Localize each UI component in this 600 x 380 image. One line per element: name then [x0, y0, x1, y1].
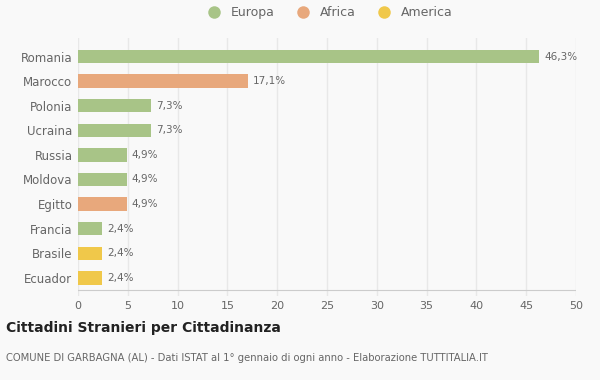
Text: 2,4%: 2,4% — [107, 273, 133, 283]
Legend: Europa, Africa, America: Europa, Africa, America — [199, 3, 455, 21]
Text: COMUNE DI GARBAGNA (AL) - Dati ISTAT al 1° gennaio di ogni anno - Elaborazione T: COMUNE DI GARBAGNA (AL) - Dati ISTAT al … — [6, 353, 488, 363]
Text: 17,1%: 17,1% — [253, 76, 286, 86]
Bar — [78, 74, 248, 88]
Text: 4,9%: 4,9% — [132, 199, 158, 209]
Bar — [78, 197, 127, 211]
Text: Cittadini Stranieri per Cittadinanza: Cittadini Stranieri per Cittadinanza — [6, 321, 281, 335]
Text: 4,9%: 4,9% — [132, 150, 158, 160]
Bar — [78, 271, 102, 285]
Text: 4,9%: 4,9% — [132, 174, 158, 185]
Bar — [78, 124, 151, 137]
Text: 7,3%: 7,3% — [155, 125, 182, 135]
Bar — [78, 173, 127, 186]
Text: 46,3%: 46,3% — [544, 52, 577, 62]
Text: 2,4%: 2,4% — [107, 248, 133, 258]
Text: 2,4%: 2,4% — [107, 224, 133, 234]
Bar — [78, 222, 102, 236]
Bar — [78, 148, 127, 162]
Bar — [78, 50, 539, 63]
Bar — [78, 247, 102, 260]
Bar — [78, 99, 151, 112]
Text: 7,3%: 7,3% — [155, 101, 182, 111]
